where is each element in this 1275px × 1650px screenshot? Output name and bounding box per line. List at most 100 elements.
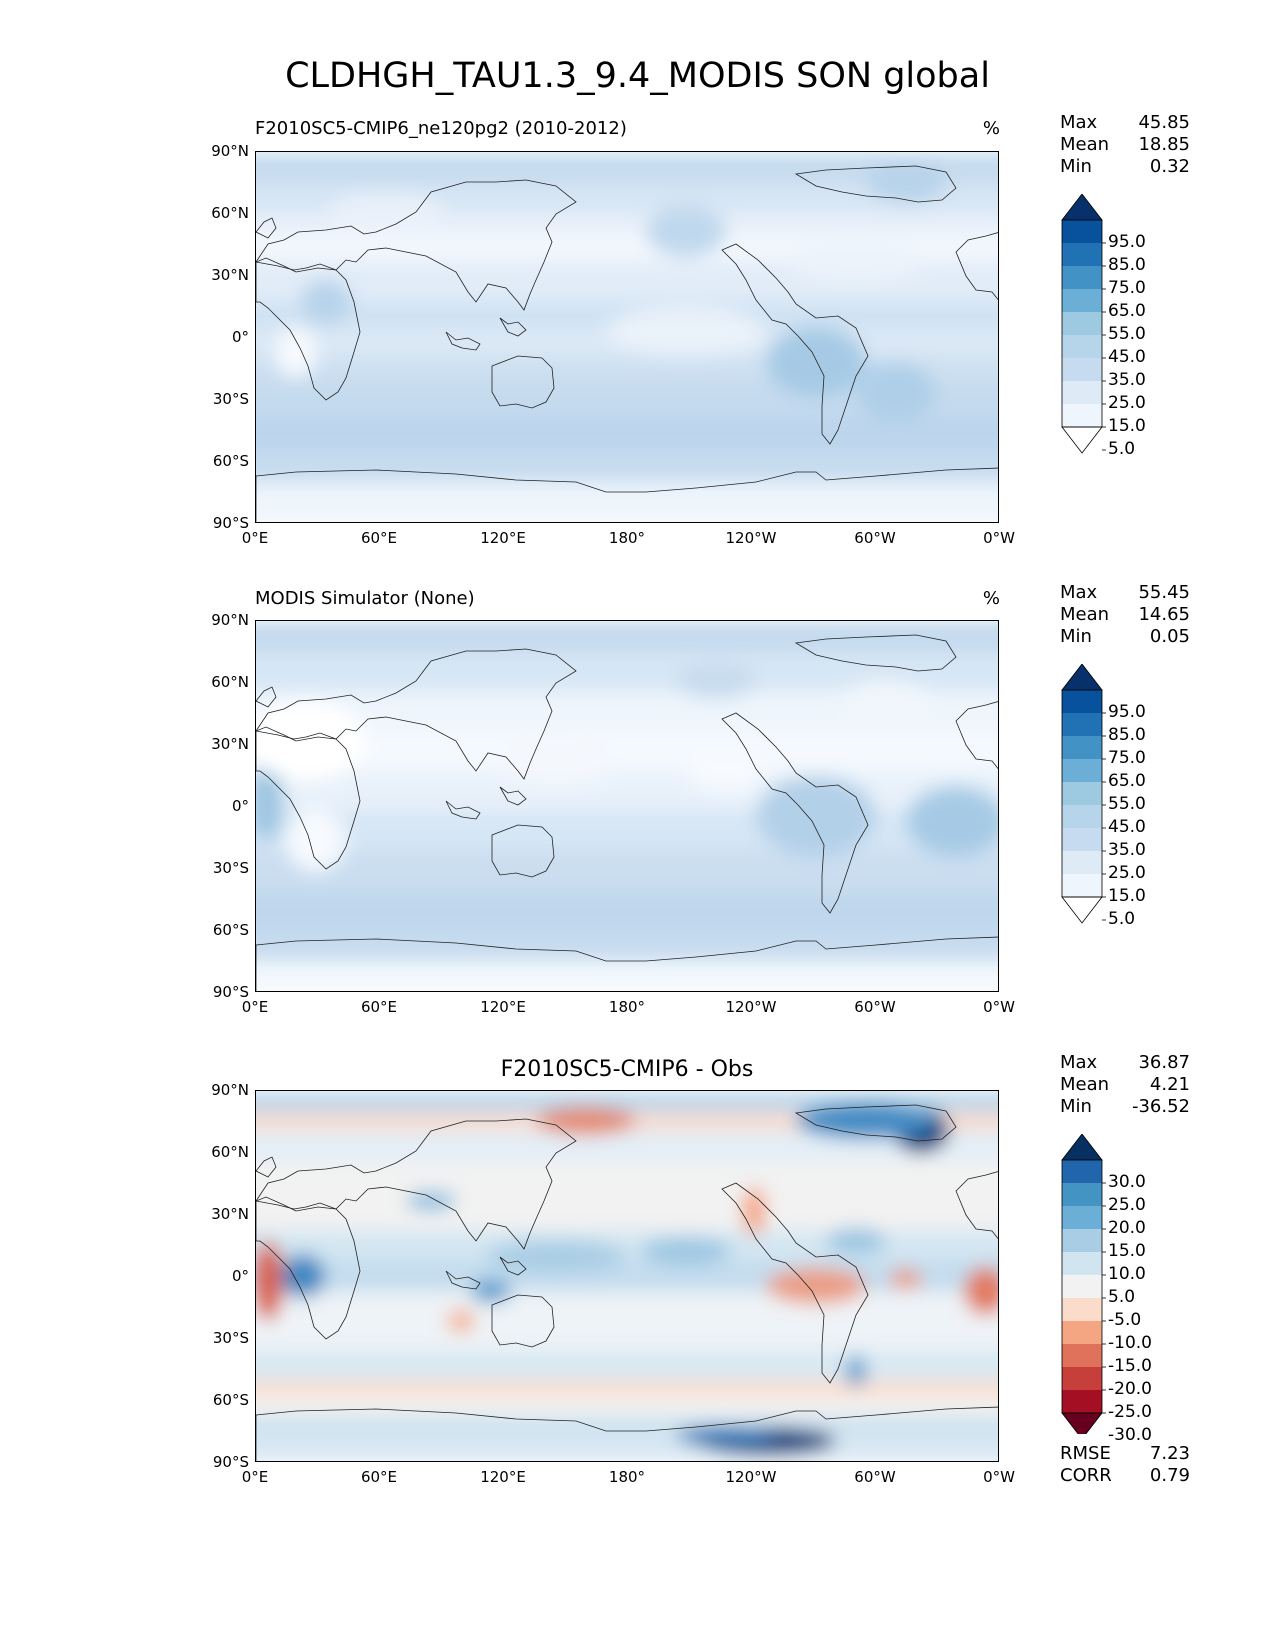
lon-tick-label: 60°W [854,529,896,547]
colorbar-tick-label: 5.0 [1108,1287,1136,1307]
panel-3-map [255,1090,999,1462]
colorbar-segment [1062,1160,1102,1183]
colorbar-tick-label: 20.0 [1108,1218,1146,1238]
colorbar-segment [1062,1275,1102,1298]
colorbar-segment [1062,759,1102,782]
lat-tick-label: 60°N [211,1143,249,1161]
panel-2-units: % [982,588,1000,609]
lon-tick-label: 120°E [480,998,526,1016]
panel-3-metrics: RMSE 7.23 CORR 0.79 [1060,1443,1190,1487]
lat-tick-label: 0° [231,328,249,346]
colorbar-tick-label: 15.0 [1108,416,1146,436]
lat-tick-label: 90°N [211,611,249,629]
colorbar-tick-label: 65.0 [1108,771,1146,791]
colorbar-segment [1062,736,1102,759]
panel-1-title: F2010SC5-CMIP6_ne120pg2 (2010-2012) [255,118,627,139]
lat-tick-label: 90°N [211,1081,249,1099]
lat-tick-label: 30°N [211,735,249,753]
lat-tick-label: 60°S [212,921,249,939]
colorbar-tick-label: 25.0 [1108,1195,1146,1215]
colorbar-tick-label: -5.0 [1108,1310,1142,1330]
figure-title: CLDHGH_TAU1.3_9.4_MODIS SON global [285,56,990,96]
colorbar-segment [1062,1252,1102,1275]
corr-value: 0.79 [1149,1465,1190,1486]
lon-tick-label: 0°W [983,998,1015,1016]
lon-tick-label: 60°E [360,529,398,547]
colorbar-tick-label: 75.0 [1108,748,1146,768]
colorbar-tick-label: 85.0 [1108,255,1146,275]
colorbar-tick-label: 75.0 [1108,278,1146,298]
colorbar-tick-label: 95.0 [1108,232,1146,252]
lon-tick-label: 180° [608,1468,646,1486]
colorbar-tick-label: 45.0 [1108,347,1146,367]
colorbar-segment [1062,1390,1102,1413]
lat-tick-label: 90°S [212,983,249,1001]
colorbar-tick-label: -15.0 [1108,1356,1152,1376]
panel-1-units: % [982,118,1000,139]
panel-3-stats: Max 36.87 Mean 4.21 Min -36.52 [1060,1052,1190,1118]
colorbar-segment [1062,828,1102,851]
lon-tick-label: 180° [608,529,646,547]
lat-tick-label: 60°N [211,204,249,222]
lon-tick-label: 120°W [725,529,777,547]
colorbar-segment [1062,358,1102,381]
colorbar-top-extend [1061,194,1103,221]
colorbar-segment [1062,312,1102,335]
colorbar-segment [1062,851,1102,874]
mean-label: Mean [1060,1074,1110,1095]
colorbar-segment [1062,1229,1102,1252]
colorbar-segment [1062,1183,1102,1206]
colorbar-tick-label: 65.0 [1108,301,1146,321]
colorbar-segment [1062,335,1102,358]
rmse-value: 7.23 [1149,1443,1190,1464]
lat-tick-label: 30°S [212,1329,249,1347]
lat-tick-label: 0° [231,797,249,815]
colorbar-segment [1062,1321,1102,1344]
colorbar-segment [1062,1298,1102,1321]
colorbar-segment [1062,220,1102,243]
lon-tick-label: 120°W [725,1468,777,1486]
max-label: Max [1060,1052,1098,1073]
mean-value: 18.85 [1138,134,1190,155]
mean-value: 14.65 [1138,604,1190,625]
lon-tick-label: 0°W [983,529,1015,547]
colorbar-tick-label: 45.0 [1108,817,1146,837]
min-value: 0.32 [1149,156,1190,177]
lon-tick-label: 60°E [360,998,398,1016]
lon-tick-label: 0°E [241,529,269,547]
min-label: Min [1060,156,1092,177]
colorbar-segment [1062,289,1102,312]
colorbar-tick-label: -30.0 [1108,1425,1152,1445]
min-value: -36.52 [1131,1096,1190,1117]
min-label: Min [1060,1096,1092,1117]
colorbar-tick-label: 35.0 [1108,840,1146,860]
max-value: 45.85 [1138,112,1190,133]
colorbar-segment [1062,1206,1102,1229]
panel-3-colorbar: 30.0 25.0 20.0 15.0 10.0 5.0 -5.0 -10.0 -15.0 -20… [1060,1134,1170,1445]
max-label: Max [1060,112,1098,133]
colorbar-segment [1062,266,1102,289]
colorbar-tick-label: 15.0 [1108,1241,1146,1261]
colorbar-tick-label: 95.0 [1108,702,1146,722]
panel-3-title: F2010SC5-CMIP6 - Obs [500,1057,754,1082]
mean-label: Mean [1060,134,1110,155]
min-label: Min [1060,626,1092,647]
colorbar-tick-label: 5.0 [1108,909,1136,929]
lat-tick-label: 0° [231,1267,249,1285]
colorbar-tick-label: 25.0 [1108,393,1146,413]
max-value: 55.45 [1138,582,1190,603]
max-label: Max [1060,582,1098,603]
lat-tick-label: 30°S [212,859,249,877]
colorbar-segment [1062,404,1102,427]
panel-2-title: MODIS Simulator (None) [255,588,475,609]
lat-tick-label: 60°N [211,673,249,691]
lon-tick-label: 0°E [241,998,269,1016]
min-value: 0.05 [1149,626,1190,647]
colorbar-tick-label: 10.0 [1108,1264,1146,1284]
colorbar-segment [1062,782,1102,805]
colorbar-segment [1062,243,1102,266]
colorbar-bottom-extend [1061,426,1103,454]
lat-tick-label: 30°N [211,266,249,284]
lat-tick-label: 60°S [212,452,249,470]
lat-tick-label: 30°S [212,390,249,408]
